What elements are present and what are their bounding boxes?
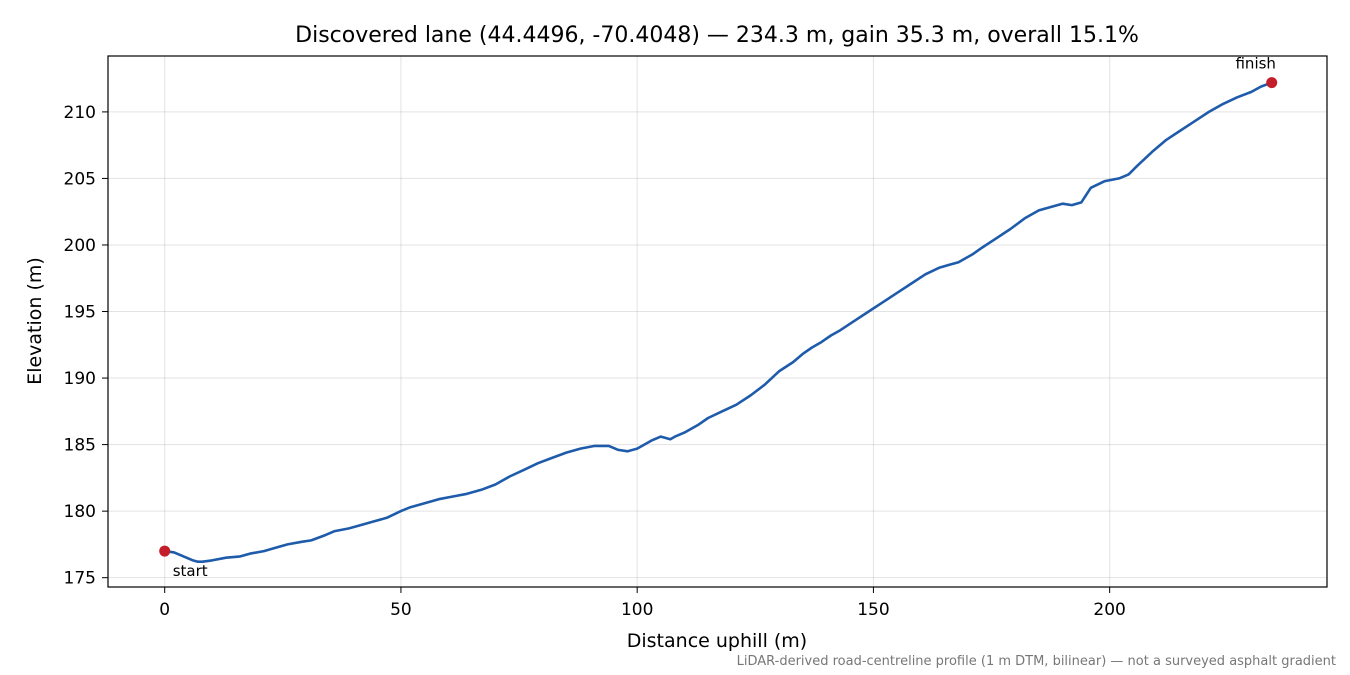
y-tick-label: 205 <box>64 169 96 189</box>
plot-frame <box>107 55 1328 588</box>
x-tick-label: 0 <box>159 600 170 620</box>
chart-title: Discovered lane (44.4496, -70.4048) — 23… <box>295 23 1139 48</box>
x-tick-label: 100 <box>621 600 653 620</box>
series-layer <box>163 81 1273 563</box>
axis-ticks: 0 50 100 150 200 175 180 185 190 195 200 205 210 <box>64 103 1126 620</box>
finish-marker <box>1266 77 1278 89</box>
elevation-profile-line <box>163 81 1273 563</box>
x-tick-label: 200 <box>1093 600 1125 620</box>
y-tick-label: 200 <box>64 236 96 256</box>
start-label: start <box>173 562 208 580</box>
y-tick-label: 185 <box>64 436 96 456</box>
annotation-markers: start finish <box>159 55 1278 580</box>
y-tick-label: 175 <box>64 569 96 589</box>
y-tick-label: 190 <box>64 369 96 389</box>
x-tick-label: 50 <box>390 600 412 620</box>
start-marker <box>159 545 171 557</box>
y-tick-label: 195 <box>64 303 96 323</box>
x-tick-label: 150 <box>857 600 889 620</box>
y-tick-label: 180 <box>64 502 96 522</box>
x-axis-label: Distance uphill (m) <box>627 630 807 652</box>
finish-label: finish <box>1235 55 1275 73</box>
grid-lines <box>108 56 1327 587</box>
y-axis-label: Elevation (m) <box>24 257 46 385</box>
y-tick-label: 210 <box>64 103 96 123</box>
footnote: LiDAR-derived road-centreline profile (1… <box>737 654 1336 669</box>
